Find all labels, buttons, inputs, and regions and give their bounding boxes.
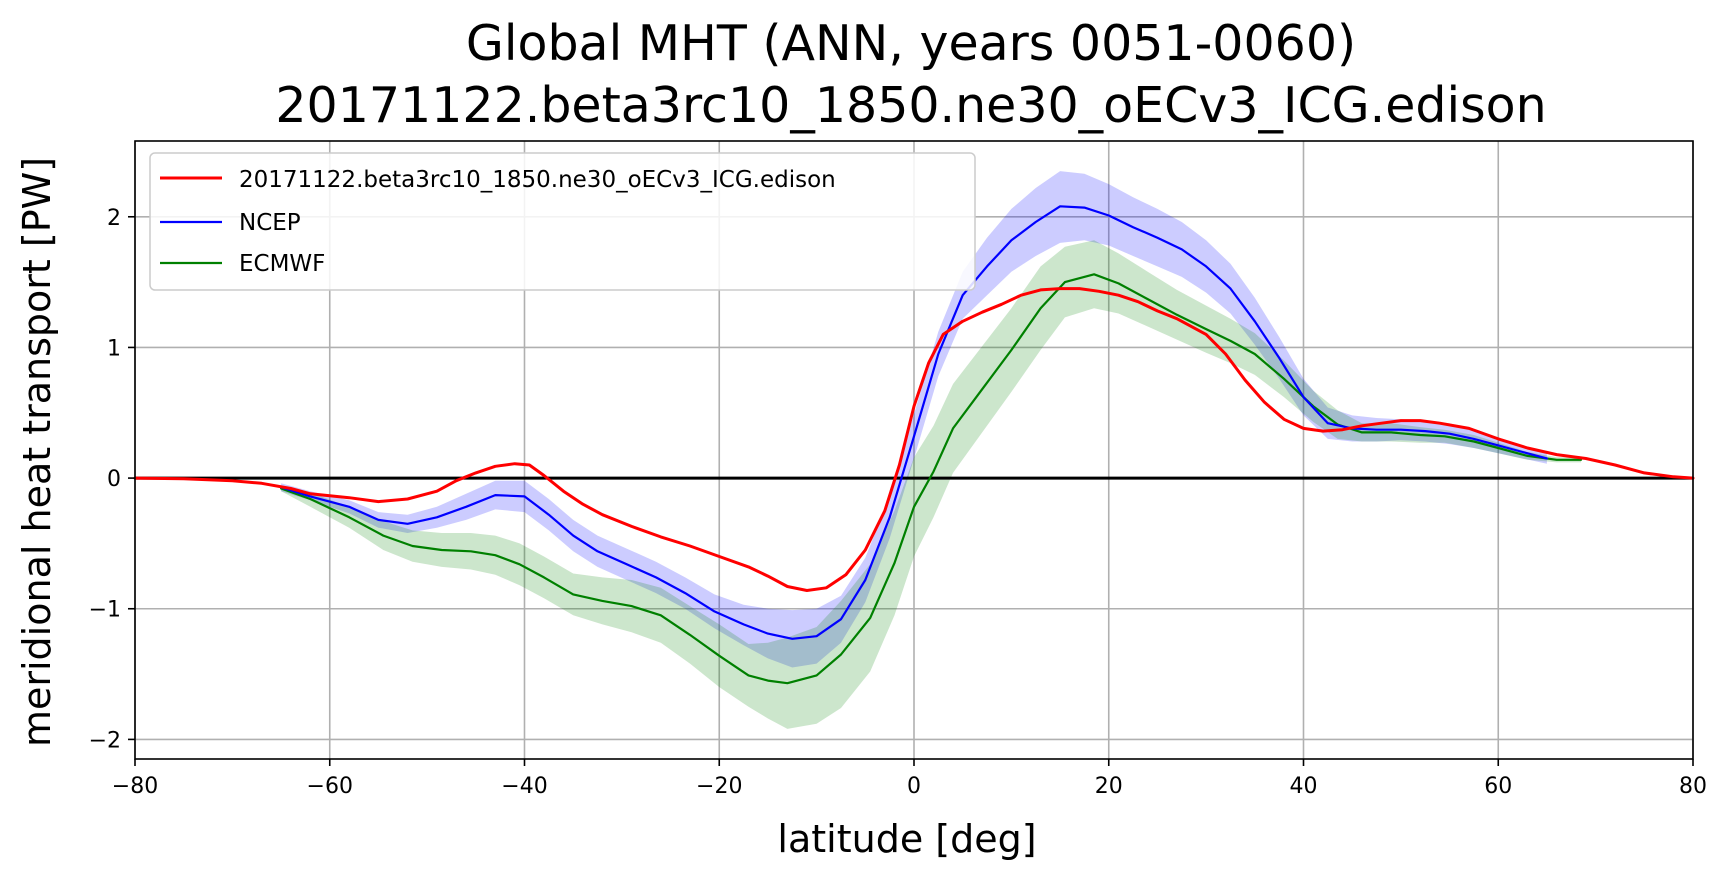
y-axis-ticks: −2 −1 0 1 2: [89, 206, 135, 753]
y-axis-label: meridional heat transport [PW]: [15, 157, 59, 747]
x-tick-label-7: 60: [1484, 774, 1512, 799]
x-tick-label-8: 80: [1679, 774, 1707, 799]
x-tick-label-5: 20: [1095, 774, 1123, 799]
y-tick-label-3: 1: [107, 336, 121, 361]
x-tick-label-6: 40: [1290, 774, 1318, 799]
band-ecmwf: [281, 240, 1582, 729]
uncertainty-bands: [281, 171, 1582, 729]
series-line-ecmwf: [280, 273, 1583, 685]
y-tick-label-4: 2: [107, 206, 121, 231]
chart-title-line-1: Global MHT (ANN, years 0051-0060): [466, 15, 1356, 72]
legend-label-model: 20171122.beta3rc10_1850.ne30_oECv3_ICG.e…: [239, 167, 836, 193]
y-tick-label-1: −1: [89, 598, 121, 623]
x-tick-label-4: 0: [907, 774, 921, 799]
legend-label-ncep: NCEP: [239, 210, 301, 236]
x-axis-ticks: −80 −60 −40 −20 0 20 40 60 80: [112, 759, 1707, 799]
chart-title-line-2: 20171122.beta3rc10_1850.ne30_oECv3_ICG.e…: [275, 77, 1546, 134]
series-lines: [133, 205, 1695, 685]
legend-label-ecmwf: ECMWF: [239, 251, 325, 277]
x-tick-label-2: −40: [501, 774, 547, 799]
x-tick-label-1: −60: [307, 774, 353, 799]
legend-box: [149, 152, 976, 291]
x-tick-label-0: −80: [112, 774, 158, 799]
series-line-model: [133, 287, 1695, 592]
x-tick-label-3: −20: [696, 774, 742, 799]
y-tick-label-2: 0: [107, 467, 121, 492]
x-axis-label: latitude [deg]: [777, 817, 1036, 861]
y-tick-label-0: −2: [89, 728, 121, 753]
legend: 20171122.beta3rc10_1850.ne30_oECv3_ICG.e…: [149, 152, 976, 291]
band-ncep: [281, 171, 1547, 668]
